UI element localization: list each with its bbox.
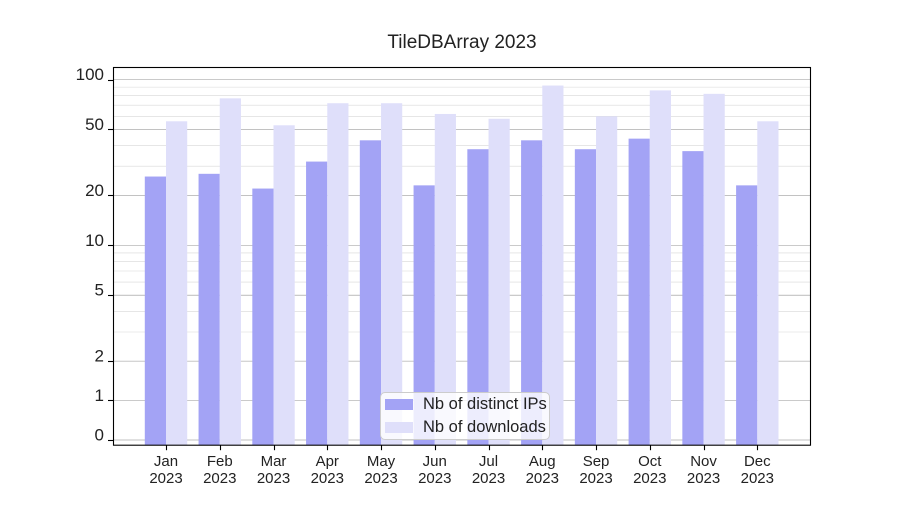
svg-text:Jun: Jun [423,453,447,470]
svg-text:Jul: Jul [479,453,498,470]
svg-text:50: 50 [85,115,104,134]
svg-text:2023: 2023 [149,470,182,487]
svg-text:Oct: Oct [638,453,662,470]
svg-text:2023: 2023 [687,470,720,487]
svg-text:2: 2 [95,347,104,366]
svg-text:Aug: Aug [529,453,556,470]
svg-text:2023: 2023 [257,470,290,487]
svg-text:5: 5 [95,281,104,300]
svg-text:May: May [367,453,396,470]
svg-text:2023: 2023 [203,470,236,487]
svg-text:Apr: Apr [316,453,339,470]
svg-text:Feb: Feb [207,453,233,470]
svg-text:2023: 2023 [633,470,666,487]
svg-text:0: 0 [95,425,104,444]
svg-text:2023: 2023 [311,470,344,487]
svg-text:Mar: Mar [261,453,287,470]
svg-text:100: 100 [76,65,104,84]
svg-text:1: 1 [95,386,104,405]
svg-text:Nov: Nov [690,453,717,470]
svg-text:2023: 2023 [579,470,612,487]
svg-text:10: 10 [85,231,104,250]
svg-text:Sep: Sep [583,453,610,470]
svg-text:Dec: Dec [744,453,771,470]
svg-text:2023: 2023 [741,470,774,487]
svg-text:Jan: Jan [154,453,178,470]
svg-text:2023: 2023 [418,470,451,487]
svg-text:2023: 2023 [364,470,397,487]
svg-text:2023: 2023 [526,470,559,487]
svg-text:2023: 2023 [472,470,505,487]
svg-text:20: 20 [85,181,104,200]
